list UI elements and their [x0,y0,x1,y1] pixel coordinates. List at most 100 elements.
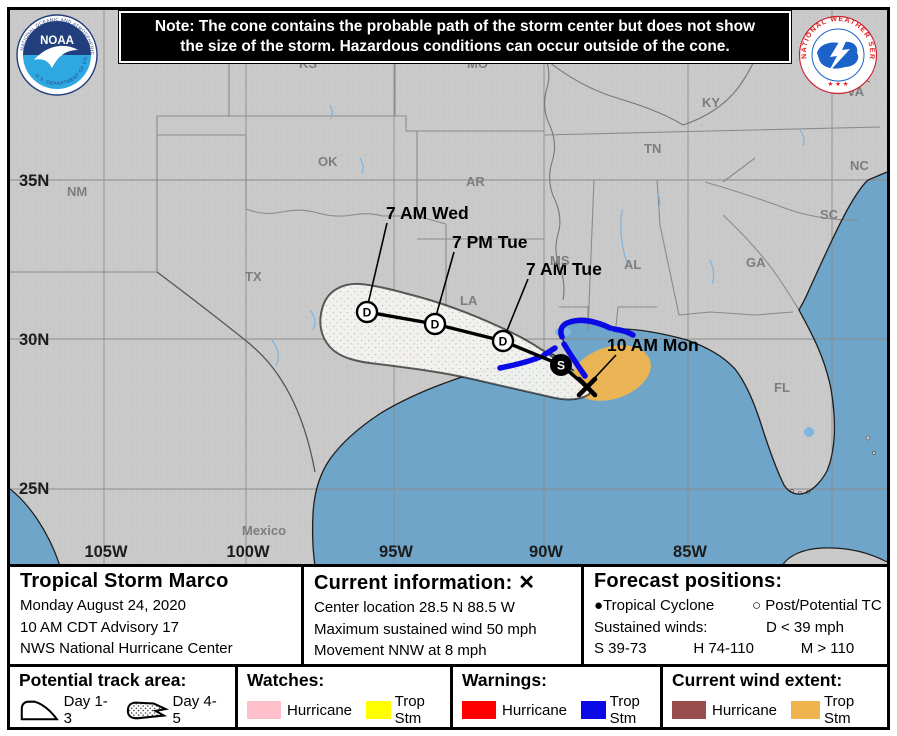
svg-text:LA: LA [460,293,478,308]
svg-text:35N: 35N [19,172,49,190]
cuba-land [783,547,887,564]
tropical-cyclone-label: Tropical Cyclone [603,597,715,614]
note-line-2: the size of the storm. Hazardous conditi… [180,38,730,55]
hurricane-watch-swatch [247,701,281,719]
ts-warning-label: Trop Stm [609,693,640,727]
center-location: Center location 28.5 N 88.5 W [314,599,515,616]
svg-text:100W: 100W [226,543,270,561]
storm-advisory: 10 AM CDT Advisory 17 [20,618,179,636]
cone-note-banner: Note: The cone contains the probable pat… [121,13,789,61]
svg-text:85W: 85W [673,543,707,561]
post-potential-label: Post/Potential TC [765,597,882,614]
svg-text:NM: NM [67,184,87,199]
sustained-winds-line: Sustained winds: D < 39 mph [594,617,887,639]
movement: Movement NNW at 8 mph [314,642,487,659]
svg-text:10 AM Mon: 10 AM Mon [607,335,699,355]
svg-text:TN: TN [644,141,661,156]
ts-watch-swatch [366,701,391,719]
legend-item-hurricane-extent: Hurricane [672,700,777,720]
svg-text:7 PM Tue: 7 PM Tue [452,232,528,252]
svg-text:7 AM Tue: 7 AM Tue [526,259,602,279]
storm-title-panel: Tropical Storm Marco Monday August 24, 2… [10,567,301,664]
lake-okeechobee [804,427,814,437]
legend-item-hurricane-warning: Hurricane [462,700,567,720]
ts-watch-label: Trop Stm [394,693,425,727]
day45-label: Day 4-5 [172,693,217,727]
potential-track-area-title: Potential track area: [19,670,187,690]
nws-lightning-bolt [828,37,850,73]
max-sustained-wind: Maximum sustained wind 50 mph [314,620,537,638]
day13-label: Day 1-3 [63,693,108,727]
track-time-labels: 7 AM Wed 7 PM Tue 7 AM Tue 10 AM Mon [386,203,699,355]
svg-text:95W: 95W [379,543,413,561]
storm-date: Monday August 24, 2020 [20,597,186,614]
rivers-and-lakes [271,104,805,367]
svg-text:FL: FL [774,380,790,395]
svg-text:KY: KY [702,95,720,110]
position-symbols-line: ●Tropical Cyclone ○ Post/Potential TC [594,595,887,617]
post-potential-symbol: ○ [752,597,762,614]
storm-name: Tropical Storm Marco [20,570,229,592]
legend-watches: Watches: Hurricane Trop Stm [235,667,450,727]
forecast-point-d3: D [491,329,515,353]
svg-text:MS: MS [550,253,570,268]
graphic-frame: D D D S [7,7,890,730]
hurricane-warning-swatch [462,701,496,719]
current-info-panel: Current information: ✕ Center location 2… [301,567,581,664]
pacific-coastline [10,488,60,564]
svg-text:TX: TX [245,269,262,284]
map-svg: D D D S [10,10,887,564]
legend-item-ts-warning: Trop Stm [581,693,651,727]
ts-warning-swatch [581,701,606,719]
ts-wind-extent-area [571,345,651,401]
day45-cone-icon [126,701,169,720]
svg-text:30N: 30N [19,331,49,349]
forecast-positions-title: Forecast positions: [594,570,783,592]
svg-text:SC: SC [820,207,839,222]
pacific-water [10,489,60,564]
hurricane-extent-label: Hurricane [712,701,778,719]
map-area: D D D S [10,10,887,564]
latitude-labels: 35N 30N 25N [19,172,49,498]
noaa-seagull [34,45,78,68]
svg-text:NC: NC [850,158,869,173]
forecast-cone [319,282,593,401]
sustained-winds-label: Sustained winds: [594,618,708,636]
svg-text:S: S [557,359,565,373]
ts-extent-swatch [791,701,820,719]
legend-warnings: Warnings: Hurricane Trop Stm [450,667,660,727]
svg-text:OK: OK [318,154,338,169]
legend-item-day45: Day 4-5 [126,693,221,727]
nws-stars: ★ ★ ★ [827,80,848,88]
warnings-title: Warnings: [462,670,547,690]
current-info-title: Current information: ✕ [314,572,536,594]
legend-item-day13: Day 1-3 [19,693,112,727]
svg-text:D: D [499,335,508,349]
legend-potential-track-area: Potential track area: Day 1-3 [10,667,235,727]
ts-extent-label: Trop Stm [823,693,855,727]
state-labels: KS MO KY WV VA TN NC OK AR SC NM MS AL G… [67,56,869,538]
storm-agency: NWS National Hurricane Center [20,640,233,657]
legend-item-ts-extent: Trop Stm [791,693,873,727]
forecast-point-d1: D [355,300,379,324]
cuba-coastline [782,547,887,564]
noaa-logo: NOAA NATIONAL OCEANIC AND ATMOSPHERIC AD… [13,10,99,102]
forecast-point-d2: D [423,312,447,336]
hurricane-extent-swatch [672,701,706,719]
svg-text:105W: 105W [84,543,128,561]
svg-text:25N: 25N [19,480,49,498]
legend-wind-extent: Current wind extent: Hurricane Trop Stm [660,667,887,727]
svg-text:7 AM Wed: 7 AM Wed [386,203,469,223]
hurricane-warning-label: Hurricane [502,701,568,719]
d-class: D < 39 mph [766,618,844,636]
info-row: Tropical Storm Marco Monday August 24, 2… [10,564,887,679]
ts-warning-segments [497,317,636,379]
hurricane-watch-label: Hurricane [287,701,353,719]
wind-extent-title: Current wind extent: [672,670,843,690]
forecast-point-s: S [550,354,572,376]
longitude-labels: 105W 100W 95W 90W 85W [84,543,707,561]
current-position-marker [576,376,598,398]
nws-logo: NATIONAL WEATHER SERVICE ★ ★ ★ [795,10,878,100]
legend-row: Potential track area: Day 1-3 [10,664,887,727]
